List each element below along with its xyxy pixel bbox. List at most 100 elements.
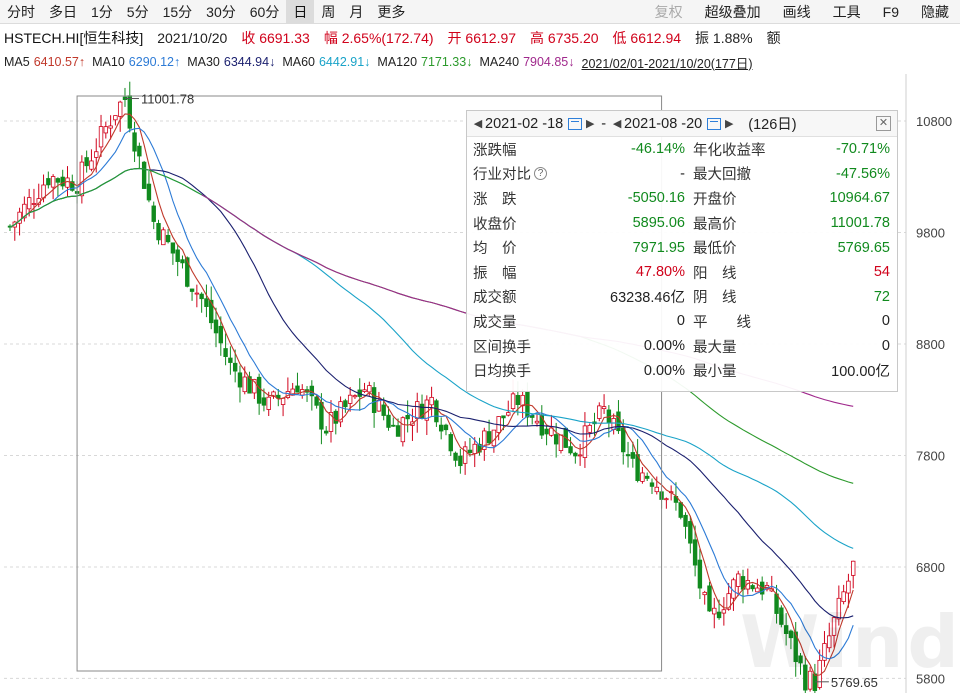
- help-icon[interactable]: ?: [534, 167, 547, 181]
- candle-body: [180, 259, 185, 264]
- candle-body: [280, 397, 286, 405]
- end-date-field[interactable]: 2021-08 -20: [624, 115, 703, 132]
- toolbar-tool-button[interactable]: 复权: [654, 4, 683, 20]
- quote-close: 收 6691.33: [241, 30, 310, 46]
- date-range-link[interactable]: 2021/02/01-2021/10/20(177日): [581, 56, 753, 71]
- max-price-label: 11001.78: [141, 92, 194, 107]
- stat-value: 63238.46亿: [610, 290, 685, 307]
- candle-body: [841, 591, 846, 603]
- candle-body: [324, 430, 329, 434]
- kline-chart-canvas[interactable]: 10800 9800 8800 7800 6800 5800 11001.78 5769.65: [0, 74, 960, 693]
- period-tab[interactable]: 日: [286, 0, 315, 24]
- candle-body: [534, 420, 540, 424]
- stat-label: 阴 线: [693, 290, 737, 307]
- toolbar-tool-button[interactable]: 工具: [832, 4, 861, 20]
- period-tab[interactable]: 周: [321, 3, 336, 20]
- candle-body: [549, 427, 554, 436]
- toolbar-tool-button[interactable]: 画线: [782, 4, 811, 20]
- min-price-label: 5769.65: [831, 675, 878, 690]
- date-separator: -: [601, 115, 607, 132]
- period-tab[interactable]: 月: [349, 3, 364, 20]
- candle-body: [218, 325, 224, 344]
- start-date-field[interactable]: 2021-02 -18: [485, 115, 564, 132]
- candle-body: [458, 455, 463, 467]
- period-tab[interactable]: 更多: [377, 3, 406, 20]
- stat-label: 最小量: [693, 364, 737, 381]
- candle-body: [22, 203, 27, 219]
- candle-body: [46, 178, 51, 186]
- candle-body: [707, 585, 712, 612]
- candle-body: [156, 223, 161, 241]
- candle-body: [798, 655, 803, 664]
- candle-body: [50, 176, 56, 188]
- interval-stats-panel: ◀ 2021-02 -18 ▶ - ◀ 2021-08 -20 ▶ (126日)…: [466, 110, 898, 392]
- candle-body: [338, 401, 343, 423]
- y-tick-label: 9800: [916, 226, 945, 241]
- toolbar-tool-button[interactable]: F9: [882, 4, 899, 20]
- candle-body: [405, 415, 410, 420]
- quote-amplitude: 振 1.88%: [695, 30, 753, 46]
- candle-body: [621, 427, 626, 453]
- ma120-legend: MA120 7171.33↓: [377, 55, 472, 69]
- candle-body: [132, 132, 137, 152]
- prev-start-arrow-icon[interactable]: ◀: [473, 118, 483, 130]
- ma30-line: [9, 167, 854, 619]
- stat-label: 日均换手: [473, 364, 531, 381]
- candle-body: [223, 348, 228, 357]
- stat-row: 均 价 7971.95 最低价 5769.65: [473, 235, 891, 260]
- candle-body: [721, 609, 727, 614]
- stat-row: 成交额 63238.46亿阴 线 72: [473, 285, 891, 310]
- stat-label: 行业对比: [473, 167, 531, 184]
- candle-body: [371, 387, 377, 413]
- candle-body: [597, 405, 602, 419]
- ma10-line: [9, 127, 854, 660]
- stat-value: 7971.95: [632, 239, 685, 256]
- y-tick-label: 5800: [916, 671, 945, 686]
- calendar-icon[interactable]: [707, 117, 722, 130]
- period-tab[interactable]: 5分: [126, 3, 149, 20]
- candle-body: [429, 396, 434, 406]
- stat-value: 11001.78: [830, 215, 890, 232]
- stat-value: -70.71%: [835, 141, 890, 158]
- candle-body: [640, 472, 645, 482]
- stat-value: 0: [881, 338, 890, 355]
- period-tabs: 分时 多日 1分 5分 15分 30分 60分日周月更多: [0, 0, 412, 24]
- candle-body: [41, 184, 46, 199]
- candle-body: [649, 482, 655, 487]
- ma30-label: MA30: [187, 55, 220, 69]
- period-tab[interactable]: 60分: [249, 3, 280, 20]
- candle-body: [788, 630, 794, 639]
- stat-label: 平 线: [693, 314, 751, 331]
- kline-chart[interactable]: 10800 9800 8800 7800 6800 5800 11001.78 5769.65: [0, 74, 960, 693]
- candle-body: [113, 115, 118, 121]
- stat-label: 涨 跌: [473, 191, 517, 208]
- candle-body: [232, 362, 238, 372]
- next-start-arrow-icon[interactable]: ▶: [585, 118, 595, 130]
- stat-row: 收盘价 5895.06 最高价 11001.78: [473, 211, 891, 236]
- candle-body: [65, 177, 70, 188]
- toolbar-tool-button[interactable]: 超级叠加: [704, 4, 761, 20]
- stat-row: 涨跌幅 -46.14% 年化收益率 -70.71%: [473, 137, 891, 162]
- candle-body: [644, 475, 650, 479]
- period-tab[interactable]: 1分: [91, 3, 113, 20]
- prev-end-arrow-icon[interactable]: ◀: [612, 118, 622, 130]
- candle-body: [400, 417, 406, 443]
- period-tab[interactable]: 30分: [206, 3, 236, 20]
- candle-body: [630, 452, 636, 459]
- next-end-arrow-icon[interactable]: ▶: [725, 118, 734, 130]
- period-tab[interactable]: 分时: [7, 3, 35, 20]
- period-tab[interactable]: 15分: [162, 3, 193, 20]
- candle-body: [194, 292, 200, 295]
- period-tab[interactable]: 多日: [49, 3, 77, 20]
- candle-body: [683, 514, 688, 527]
- ma240-legend: MA240 7904.85↓: [479, 55, 574, 69]
- candle-body: [486, 431, 492, 444]
- close-icon[interactable]: ✕: [876, 116, 891, 131]
- toolbar-tool-button[interactable]: 隐藏: [921, 4, 949, 20]
- candle-body: [544, 428, 549, 435]
- candle-body: [501, 415, 506, 419]
- stat-label: 振 幅: [473, 265, 517, 282]
- stat-label: 年化收益率: [693, 142, 766, 159]
- calendar-icon[interactable]: [568, 117, 583, 130]
- candle-body: [319, 401, 324, 430]
